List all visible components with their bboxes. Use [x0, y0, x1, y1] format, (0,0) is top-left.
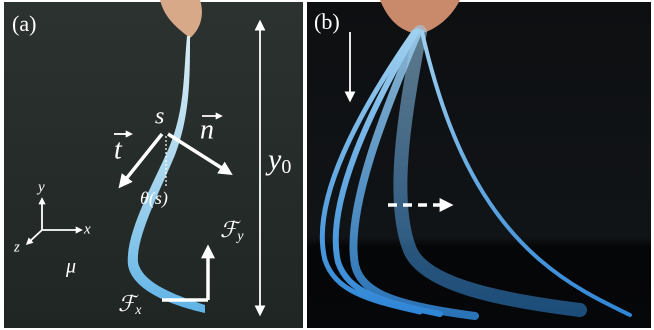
force-y-subscript: y	[235, 229, 244, 244]
y-axis-label: y	[36, 179, 45, 195]
panel-label: (a)	[12, 11, 36, 36]
panel-background	[4, 2, 303, 328]
z-axis-label: z	[13, 239, 20, 255]
arc-length-label: s	[155, 104, 164, 130]
force-x-subscript: x	[134, 303, 142, 318]
angle-label: θ(s)	[140, 188, 168, 209]
x-axis-label: x	[83, 221, 91, 237]
friction-label: μ	[65, 256, 76, 278]
panel-label: (b)	[314, 9, 340, 34]
height-subscript: 0	[281, 156, 291, 178]
figure: (a) y0 s t n θ(s) x y z μ ℱy ℱx	[0, 0, 654, 330]
normal-label: n	[200, 114, 214, 145]
panel-a: (a) y0 s t n θ(s) x y z μ ℱy ℱx	[4, 0, 303, 328]
tangent-label: t	[114, 134, 123, 165]
height-symbol: y	[265, 143, 282, 176]
panel-b: (b)	[307, 0, 651, 328]
